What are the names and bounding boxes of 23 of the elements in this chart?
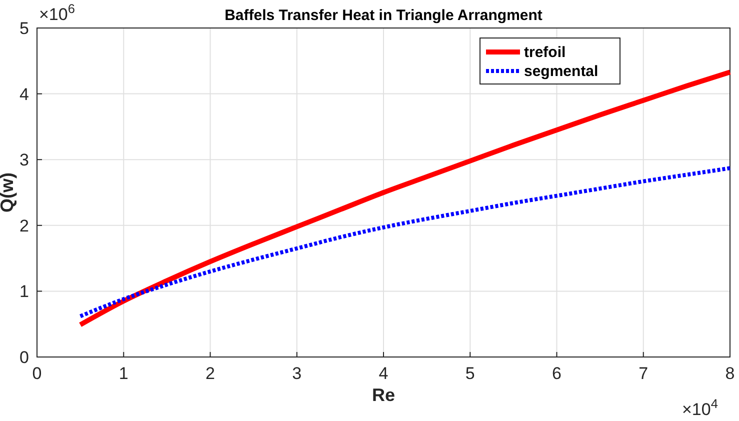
text: ×10$^{6}$ [39, 0, 75, 24]
chart-title: Baffels Transfer Heat in Triangle Arrangment [224, 7, 542, 24]
x-tick-label: 3 [292, 364, 302, 383]
line-series [78, 166, 732, 318]
y-tick-label: 5 [20, 19, 29, 38]
y-tick-label: 4 [20, 84, 29, 104]
x-tick-label: 8 [725, 364, 735, 383]
x-tick-label: 4 [378, 364, 388, 383]
x-tick-label: 7 [638, 364, 648, 383]
x-tick-label: 2 [206, 364, 215, 383]
x-tick-label: 5 [465, 364, 475, 383]
legend-label: trefoil [524, 44, 566, 61]
text: ×10$^{4}$ [682, 396, 718, 419]
y-axis-title: Q(w) [0, 172, 17, 212]
x-tick-label: 0 [32, 364, 42, 383]
legend-label: segmental [524, 63, 598, 80]
y-tick-label: 0 [20, 348, 29, 367]
y-tick-label: 3 [20, 150, 29, 170]
x-tick-label: 1 [118, 364, 128, 383]
x-axis-title: Re [372, 385, 396, 405]
y-tick-label: 1 [20, 282, 29, 302]
x-tick-label: 6 [552, 364, 562, 383]
y-tick-label: 2 [20, 216, 29, 236]
